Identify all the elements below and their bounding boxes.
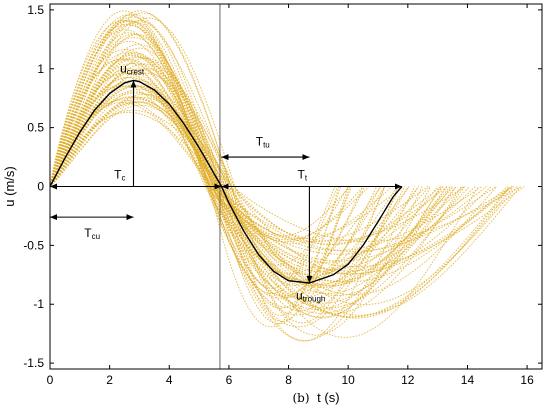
- annotation-main: u: [120, 61, 127, 75]
- ensemble-curve: [49, 58, 454, 287]
- ensemble-curve: [49, 109, 498, 296]
- ensemble-curve: [49, 57, 423, 336]
- mean-wave-curve: [49, 79, 403, 284]
- annotation-arrows: [50, 80, 402, 284]
- annotation-sub: t: [305, 173, 308, 182]
- ensemble-curve: [49, 52, 403, 240]
- ensemble-curve: [49, 111, 420, 276]
- ensemble-curve: [49, 68, 401, 328]
- y-tick-label: 1: [37, 62, 44, 76]
- annotation-main: T: [256, 134, 264, 148]
- ensemble-curve: [49, 63, 442, 245]
- ensemble-curve: [49, 79, 349, 322]
- annotation-Tt: Tt: [297, 167, 307, 182]
- annotation-Tc: Tc: [114, 167, 125, 182]
- y-axis-ticks: 1.5 1 0.5 0 -0.5 -1 -1.5: [23, 3, 542, 370]
- mean-curve-group: [49, 79, 403, 284]
- annotation-main: T: [297, 167, 305, 181]
- x-tick-label: 6: [226, 373, 233, 387]
- annotation-sub: tu: [263, 140, 270, 149]
- x-tick-label: 14: [461, 373, 475, 387]
- x-tick-label: 16: [520, 373, 534, 387]
- y-tick-label: 1.5: [27, 3, 44, 17]
- ensemble-curve: [49, 49, 352, 309]
- x-tick-label: 4: [166, 373, 173, 387]
- x-axis-label: t (s): [317, 390, 339, 405]
- y-tick-label: -1.5: [23, 356, 44, 370]
- annotation-Tcu: Tcu: [84, 226, 100, 241]
- x-tick-label: 0: [47, 373, 54, 387]
- annotation-main: T: [114, 167, 122, 181]
- ensemble-curve: [49, 29, 448, 314]
- ensemble-curve: [49, 53, 364, 243]
- x-axis-prefix: (b): [292, 391, 309, 405]
- ensemble-curve: [49, 33, 452, 295]
- ensemble-curve: [49, 40, 525, 268]
- ensemble-curve: [49, 33, 483, 251]
- ensemble-curve: [49, 96, 521, 316]
- x-tick-label: 12: [401, 373, 415, 387]
- ensemble-curve: [49, 56, 448, 245]
- ensemble-curve: [49, 21, 497, 255]
- y-tick-label: -1: [33, 297, 44, 311]
- annotation-sub: c: [121, 173, 125, 182]
- ensemble-curve: [49, 83, 398, 281]
- annotation-main: u: [296, 289, 303, 303]
- ensemble-curve: [49, 102, 393, 244]
- ensemble-curve: [49, 85, 518, 306]
- ensemble-curve: [49, 97, 385, 324]
- y-axis-title: u (m/s): [2, 166, 17, 206]
- ensemble-curve: [49, 91, 522, 242]
- x-axis-ticks: 0 2 4 6 8 10 12 14 16: [47, 4, 534, 387]
- ensemble-curve: [49, 62, 514, 318]
- annotation-ucrest: ucrest: [120, 61, 145, 76]
- ensemble-curve: [49, 96, 340, 317]
- ensemble-curve: [49, 14, 351, 325]
- ensemble-curve: [49, 99, 410, 281]
- ensemble-curve: [49, 58, 429, 243]
- annotation-main: T: [84, 226, 92, 240]
- annotation-Ttu: Ttu: [256, 134, 270, 149]
- x-tick-label: 10: [342, 373, 356, 387]
- ensemble-curve: [49, 101, 464, 270]
- ensemble-curve: [49, 47, 439, 285]
- x-axis-title: (b) t (s): [292, 390, 339, 405]
- ensemble-curves: [49, 10, 525, 342]
- ensemble-curve: [49, 101, 513, 252]
- ensemble-curve: [49, 101, 466, 242]
- ensemble-curve: [49, 80, 476, 275]
- annotation-sub: crest: [127, 67, 145, 76]
- ensemble-curve: [49, 72, 512, 272]
- ensemble-curve: [49, 32, 378, 308]
- annotation-sub: trough: [303, 295, 326, 304]
- x-tick-label: 2: [106, 373, 113, 387]
- ensemble-curve: [49, 10, 465, 309]
- ensemble-curve: [49, 77, 444, 263]
- ensemble-curve: [49, 76, 456, 304]
- y-tick-label: 0.5: [27, 121, 44, 135]
- ensemble-curve: [49, 72, 514, 275]
- annotation-sub: cu: [92, 232, 100, 241]
- ensemble-curve: [49, 43, 349, 266]
- x-tick-label: 8: [285, 373, 292, 387]
- ensemble-curve: [49, 56, 370, 241]
- ensemble-curve: [49, 68, 386, 312]
- ensemble-curve: [49, 52, 410, 299]
- y-tick-label: -0.5: [23, 238, 44, 252]
- y-tick-label: 0: [37, 180, 44, 194]
- ensemble-curve: [49, 72, 492, 275]
- ensemble-curve: [49, 85, 510, 318]
- ensemble-curve: [49, 16, 420, 286]
- annotation-utrough: utrough: [296, 289, 325, 304]
- ensemble-curve: [49, 93, 462, 314]
- ensemble-curve: [49, 20, 381, 275]
- ensemble-curve: [49, 88, 338, 295]
